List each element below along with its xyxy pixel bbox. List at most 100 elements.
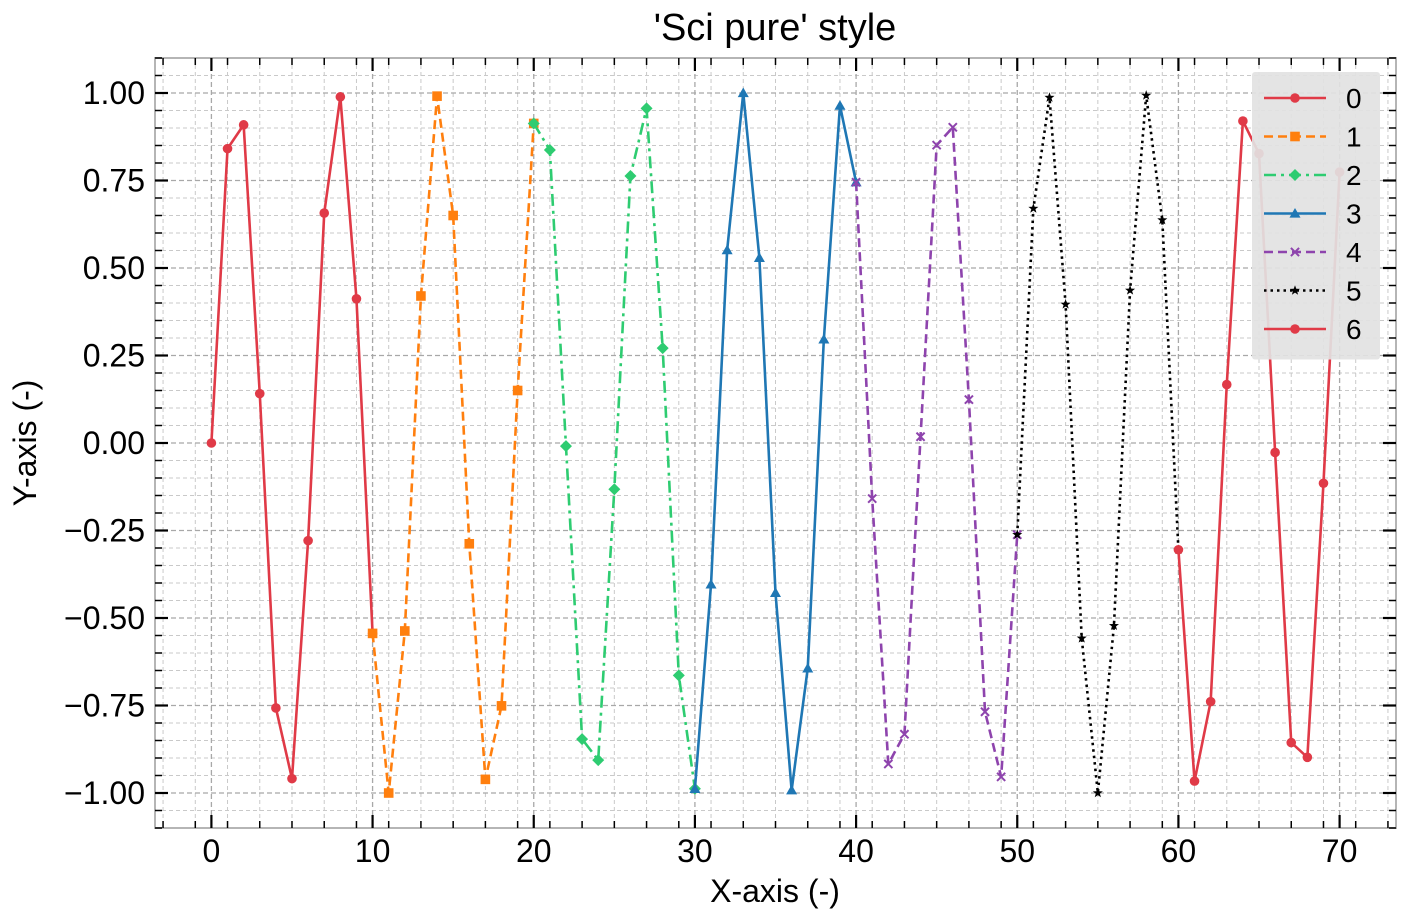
series-line <box>532 107 697 789</box>
data-point <box>222 143 233 154</box>
data-point <box>883 759 894 769</box>
data-point <box>1141 90 1152 100</box>
data-point <box>1205 696 1216 707</box>
data-point <box>689 783 701 793</box>
data-point <box>1289 285 1301 295</box>
data-point <box>1221 379 1232 390</box>
data-point <box>1108 620 1119 630</box>
x-tick-label: 30 <box>677 833 713 869</box>
data-point <box>834 100 846 110</box>
x-tick-label: 20 <box>516 833 552 869</box>
data-point <box>464 539 475 549</box>
data-point <box>1012 529 1023 539</box>
data-point <box>576 733 589 746</box>
y-tick-label: −0.25 <box>64 513 145 549</box>
y-tick-label: 0.50 <box>83 250 145 286</box>
legend-item-2: 2 <box>1264 160 1362 191</box>
y-axis-label: Y-axis (-) <box>7 380 43 507</box>
data-point <box>335 92 346 102</box>
data-point <box>1290 93 1300 103</box>
data-point <box>319 208 330 218</box>
data-point <box>769 587 782 597</box>
data-point <box>1270 447 1280 458</box>
legend-item-1: 1 <box>1264 122 1362 153</box>
data-point <box>512 385 523 396</box>
data-point <box>721 244 733 255</box>
data-point <box>1290 247 1300 257</box>
data-point <box>624 169 637 182</box>
data-point <box>1044 92 1055 102</box>
data-point <box>802 662 814 673</box>
data-point <box>496 701 507 711</box>
data-point <box>931 140 942 150</box>
data-point <box>271 703 281 713</box>
legend-item-3: 3 <box>1264 199 1362 230</box>
legend-item-0: 0 <box>1264 83 1362 114</box>
data-point <box>367 628 378 639</box>
data-point <box>1028 203 1039 213</box>
data-point <box>1290 131 1300 142</box>
legend-label: 2 <box>1346 160 1362 191</box>
data-point <box>705 578 717 589</box>
data-point <box>1286 737 1297 748</box>
legend-label: 3 <box>1346 199 1362 230</box>
series-2 <box>527 102 701 795</box>
data-point <box>254 388 265 399</box>
data-point <box>964 394 974 405</box>
data-point <box>1157 214 1168 225</box>
series-layer <box>206 87 1345 798</box>
grid <box>155 57 1396 829</box>
data-point <box>592 754 605 767</box>
legend-box <box>1252 72 1380 360</box>
data-point <box>400 626 410 636</box>
data-point <box>1060 299 1071 309</box>
legend-label: 0 <box>1346 83 1362 114</box>
series-line <box>693 91 858 792</box>
data-point <box>947 122 958 133</box>
legend-label: 4 <box>1346 237 1362 268</box>
data-point <box>287 773 297 784</box>
data-point <box>980 707 990 717</box>
data-point <box>303 535 313 546</box>
data-point <box>432 91 442 101</box>
x-tick-label: 60 <box>1161 833 1197 869</box>
legend-item-5: 5 <box>1264 276 1362 307</box>
data-point <box>640 102 653 115</box>
y-tick-label: 0.75 <box>83 163 145 199</box>
data-point <box>559 440 572 453</box>
x-axis-label: X-axis (-) <box>710 873 840 909</box>
data-point <box>851 177 861 188</box>
data-point <box>351 294 362 304</box>
data-point <box>656 342 669 355</box>
data-point <box>915 431 926 442</box>
data-point <box>1318 478 1329 489</box>
data-point <box>383 788 394 798</box>
data-point <box>867 493 877 504</box>
data-point <box>1092 787 1103 798</box>
chart-title: 'Sci pure' style <box>654 7 897 49</box>
data-point <box>238 120 249 130</box>
x-tick-label: 50 <box>999 833 1035 869</box>
data-point <box>1125 285 1136 295</box>
data-point <box>416 291 426 301</box>
y-tick-label: 0.00 <box>83 425 145 461</box>
axis-ticks: 0 10 20 30 40 50 60 701.000.750.500.250.00−0.25… <box>64 57 1396 869</box>
y-tick-label: −0.75 <box>64 688 145 724</box>
data-point <box>753 252 765 262</box>
legend-label: 1 <box>1346 122 1362 153</box>
data-point <box>737 87 749 98</box>
legend-label: 6 <box>1346 314 1362 345</box>
x-tick-label: 0 <box>203 833 221 869</box>
y-tick-label: 0.25 <box>83 338 145 374</box>
x-tick-label: 10 <box>355 833 391 869</box>
data-point <box>996 772 1006 782</box>
data-point <box>672 669 685 682</box>
legend-label: 5 <box>1346 276 1362 307</box>
data-point <box>1076 633 1087 643</box>
data-point <box>543 144 556 157</box>
series-line <box>371 94 536 795</box>
x-tick-label: 40 <box>838 833 874 869</box>
series-4 <box>851 122 1023 782</box>
data-point <box>608 483 621 496</box>
